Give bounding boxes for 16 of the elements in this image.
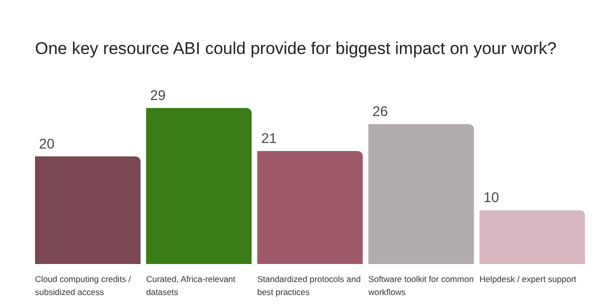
data-label: 29 — [150, 87, 166, 103]
data-label: 20 — [39, 135, 55, 152]
bar — [35, 156, 141, 264]
x-tick-label: Standardized protocols and best practices — [257, 274, 361, 297]
data-label: 21 — [261, 130, 278, 146]
bar — [146, 108, 252, 264]
x-tick-label: Helpdesk / expert support — [479, 274, 577, 284]
x-tick-label: Cloud computing credits / subsidized access — [35, 274, 132, 297]
bar — [479, 210, 585, 264]
chart-title: One key resource ABI could provide for biggest impact on your work? — [35, 39, 557, 58]
bar — [368, 124, 474, 264]
data-label: 10 — [483, 189, 500, 206]
data-label: 26 — [372, 103, 388, 120]
x-tick-label: Software toolkit for common workflows — [367, 274, 474, 297]
x-tick-label: Curated, Africa-relevant datasets — [146, 274, 236, 297]
bar — [257, 151, 363, 264]
